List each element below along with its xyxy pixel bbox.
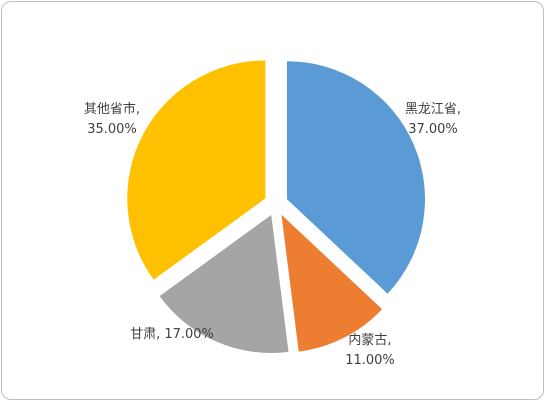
- label-neimenggu-name: 内蒙古,: [348, 332, 391, 348]
- label-heilongjiang-value: 37.00%: [408, 122, 458, 137]
- slice-neimenggu: [281, 214, 383, 352]
- pie-slices: [127, 60, 426, 354]
- label-gansu: 甘肃, 17.00%: [130, 327, 214, 342]
- label-heilongjiang-name: 黑龙江省,: [405, 102, 461, 117]
- slice-qita: [127, 60, 266, 280]
- slice-heilongjiang: [287, 61, 426, 294]
- label-qita-name: 其他省市,: [84, 101, 140, 117]
- label-qita-value: 35.00%: [87, 122, 137, 137]
- slice-gansu: [159, 215, 289, 354]
- label-neimenggu-value: 11.00%: [345, 353, 395, 368]
